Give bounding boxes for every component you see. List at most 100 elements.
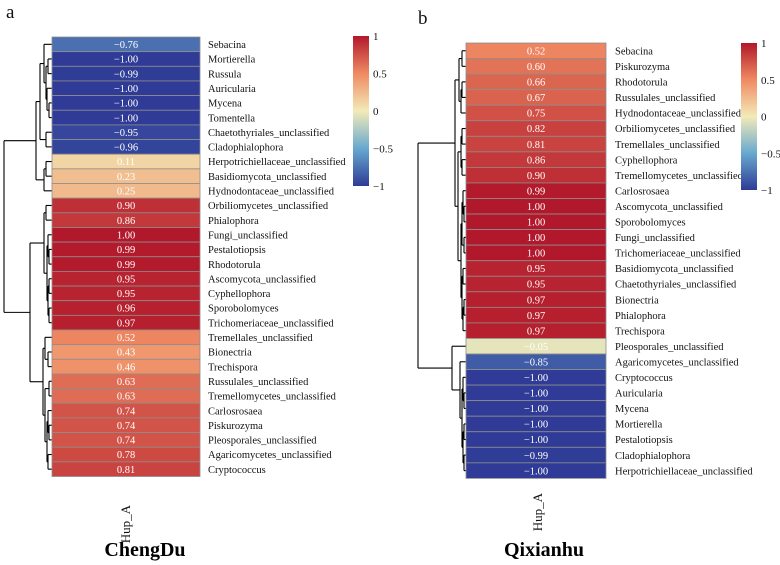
cell-value-label: −1.00 [524, 420, 548, 431]
row-label: Tremellales_unclassified [208, 333, 313, 344]
cell-value-label: −0.99 [114, 69, 138, 80]
cell-value-label: 1.00 [527, 233, 545, 244]
colorbar-gradient [353, 36, 369, 186]
colorbar-tick-label: 0.5 [761, 75, 775, 87]
cell-value-label: 0.90 [117, 201, 135, 212]
row-label: Bionectria [615, 295, 659, 306]
cell-value-label: −0.76 [114, 40, 138, 51]
row-label: Mycena [615, 404, 649, 415]
row-label: Sporobolomyces [208, 304, 279, 315]
row-label: Pleosporales_unclassified [615, 342, 724, 353]
panel-a-column-label: Hup_A [118, 504, 133, 543]
colorbar-gradient [741, 43, 757, 190]
cell-value-label: 0.95 [527, 280, 545, 291]
row-label: Cyphellophora [615, 155, 678, 166]
panel-a-letter: a [6, 2, 15, 23]
cell-value-label: −1.00 [524, 389, 548, 400]
cell-value-label: 0.99 [117, 260, 135, 271]
heatmap-cell [51, 461, 201, 477]
row-label: Herpotrichiellaceae_unclassified [208, 157, 346, 168]
cell-value-label: −0.99 [524, 451, 548, 462]
panel-b-column-label: Hup_A [530, 492, 545, 531]
cell-value-label: 0.52 [527, 46, 545, 57]
row-label: Cryptococcus [615, 373, 673, 384]
cell-value-label: −1.00 [114, 55, 138, 66]
row-label: Mycena [208, 99, 242, 110]
row-label: Trichomeriaceae_unclassified [208, 318, 334, 329]
cell-value-label: 0.63 [117, 377, 135, 388]
row-label: Phialophora [208, 216, 259, 227]
colorbar-tick-label: 1 [761, 38, 767, 50]
row-label: Fungi_unclassified [615, 233, 696, 244]
row-label: Hydnodontaceae_unclassified [208, 187, 335, 198]
cell-value-label: 0.67 [527, 93, 545, 104]
row-label: Trechispora [208, 362, 258, 373]
row-label: Trichomeriaceae_unclassified [615, 249, 741, 260]
row-label: Mortierella [615, 420, 663, 431]
row-label: Piskurozyma [615, 62, 670, 73]
panel-b-colorbar: 1 0.5 0 −0.5 −1 [741, 38, 780, 197]
row-label: Cryptococcus [208, 465, 266, 476]
panel-a-heatmap-cells: −0.76 Sebacina −1.00 Mortierella −0.99 Russul… [51, 36, 346, 477]
colorbar-tick-label: 0.5 [373, 69, 387, 81]
row-label: Orbiliomycetes_unclassified [615, 124, 736, 135]
cell-value-label: 0.81 [527, 140, 545, 151]
colorbar-tick-label: −0.5 [761, 148, 780, 160]
colorbar-tick-label: 0 [761, 112, 767, 124]
cell-value-label: −0.95 [114, 128, 138, 139]
cell-value-label: 0.78 [117, 450, 135, 461]
cell-value-label: 0.97 [527, 311, 545, 322]
cell-value-label: 1.00 [117, 230, 135, 241]
cell-value-label: 0.66 [527, 78, 545, 89]
cell-value-label: 0.75 [527, 109, 545, 120]
cell-value-label: −0.85 [524, 357, 548, 368]
row-label: Rhodotorula [615, 78, 668, 89]
row-label: Auricularia [615, 389, 663, 400]
panel-a: a −0.76 Sebacina −1.00 Mortierella −0.99 Russ… [3, 2, 393, 561]
heatmap-cell [465, 462, 607, 479]
row-label: Agaricomycetes_unclassified [615, 357, 739, 368]
row-label: Bionectria [208, 348, 252, 359]
cell-value-label: 0.52 [117, 333, 135, 344]
row-label: Tremellomycetes_unclassified [208, 392, 337, 403]
row-label: Russulales_unclassified [615, 93, 716, 104]
row-label: Cladophialophora [615, 451, 691, 462]
row-label: Tremellales_unclassified [615, 140, 720, 151]
row-label: Sporobolomyces [615, 218, 686, 229]
row-label: Cyphellophora [208, 289, 271, 300]
cell-value-label: −0.05 [524, 342, 548, 353]
cell-value-label: 1.00 [527, 218, 545, 229]
row-label: Ascomycota_unclassified [615, 202, 724, 213]
cell-value-label: 0.82 [527, 124, 545, 135]
cell-value-label: −1.00 [524, 404, 548, 415]
cell-value-label: 0.74 [117, 406, 136, 417]
row-label: Pestalotiopsis [615, 435, 673, 446]
row-label: Tremellomycetes_unclassified [615, 171, 744, 182]
cell-value-label: −1.00 [524, 466, 548, 477]
row-label: Piskurozyma [208, 421, 263, 432]
row-label: Carlosrosaea [208, 406, 263, 417]
row-label: Orbiliomycetes_unclassified [208, 201, 329, 212]
panel-b-letter: b [418, 8, 428, 29]
row-label: Sebacina [615, 46, 653, 57]
cell-value-label: 0.46 [117, 362, 135, 373]
row-label: Hydnodontaceae_unclassified [615, 109, 742, 120]
cell-value-label: −1.00 [114, 99, 138, 110]
row-label: Phialophora [615, 311, 666, 322]
cell-value-label: 0.60 [527, 62, 545, 73]
row-label: Herpotrichiellaceae_unclassified [615, 466, 753, 477]
cell-value-label: −1.00 [114, 84, 138, 95]
colorbar-tick-label: −1 [373, 181, 385, 193]
panel-b: b 0.52 Sebacina 0.60 Piskurozyma 0.66 Rhodoto… [417, 8, 780, 561]
row-label: Rhodotorula [208, 260, 261, 271]
cell-value-label: 0.74 [117, 421, 136, 432]
row-label: Basidiomycota_unclassified [615, 264, 734, 275]
cell-value-label: −1.00 [524, 373, 548, 384]
colorbar-tick-label: −0.5 [373, 144, 393, 156]
cell-value-label: 0.23 [117, 172, 135, 183]
row-label: Trechispora [615, 326, 665, 337]
cell-value-label: 0.95 [117, 289, 135, 300]
row-label: Agaricomycetes_unclassified [208, 450, 332, 461]
